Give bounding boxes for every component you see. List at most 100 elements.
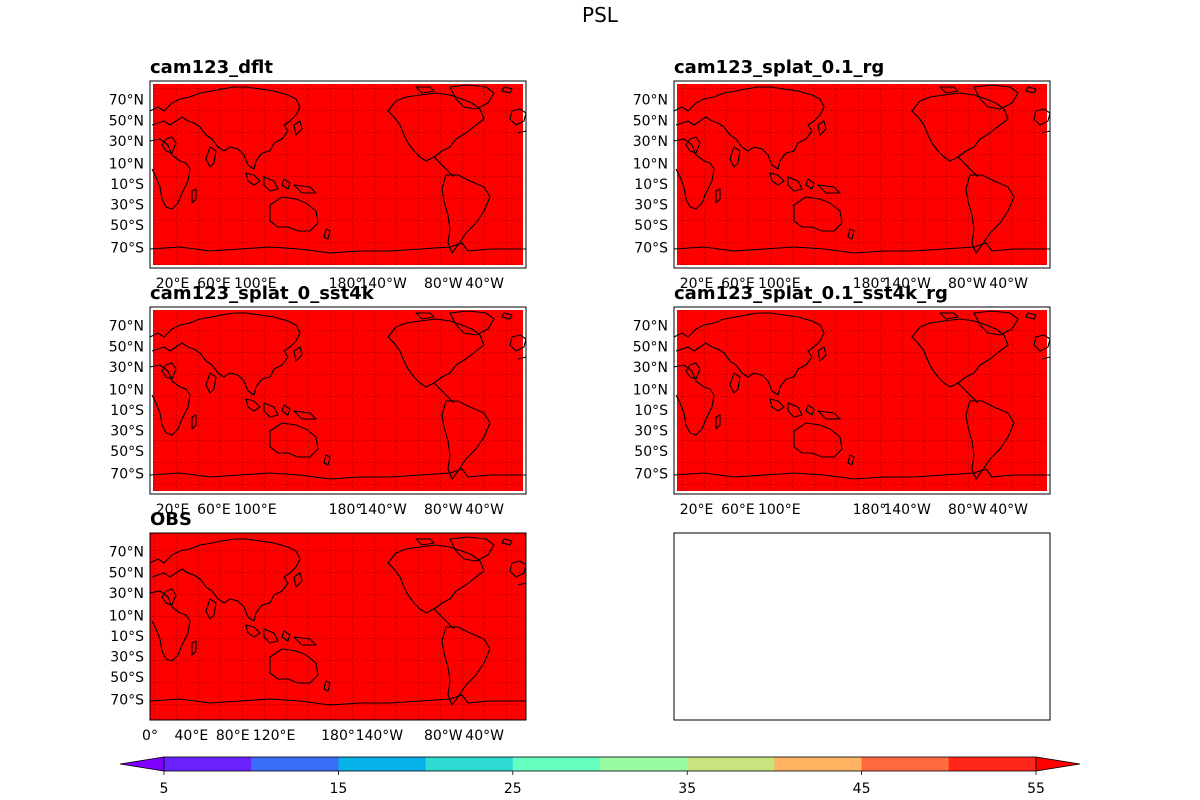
colorbar-segment — [600, 757, 688, 771]
lon-tick-label: 100°E — [758, 502, 801, 518]
colorbar-tick-label: 35 — [678, 781, 696, 797]
map-panel-1: cam123_dflt 70°N 50°N 30°N 10°N 10°S 30°S 50°S 7… — [109, 57, 527, 292]
colorbar-over-extend — [1035, 756, 1081, 772]
colorbar-segment — [338, 757, 427, 771]
lon-tick-label: 80°W — [948, 276, 987, 292]
lon-tick-label: 100°E — [758, 276, 801, 292]
lat-tick-label: 50°N — [109, 565, 144, 581]
lon-tick-label: 180° — [329, 276, 363, 292]
lat-tick-label: 10°N — [109, 382, 144, 398]
lon-tick-label: 40°W — [989, 276, 1028, 292]
lat-tick-label: 50°S — [110, 444, 144, 460]
axes-frame — [673, 306, 1051, 495]
lat-tick-label: 70°S — [110, 466, 144, 482]
colorbar-under-extend — [119, 756, 165, 772]
panel-title: cam123_splat_0_sst4k — [150, 283, 375, 304]
gridlines — [153, 84, 523, 265]
colorbar-segment — [861, 757, 950, 771]
lat-tick-label: 70°S — [110, 692, 144, 708]
panel-title: OBS — [150, 509, 192, 530]
lon-tick-label: 20°E — [680, 276, 714, 292]
lat-tick-label: 10°S — [110, 629, 144, 645]
gridlines — [677, 84, 1047, 265]
lat-tick-label: 30°N — [109, 134, 144, 150]
lat-tick-label: 50°N — [109, 339, 144, 355]
colorbar-segment — [687, 757, 775, 771]
lon-tick-label: 120°E — [253, 728, 296, 744]
lat-tick-label: 70°N — [633, 93, 668, 109]
colorbar-segment — [774, 757, 863, 771]
lon-tick-label: 180° — [853, 502, 887, 518]
lat-tick-label: 50°S — [110, 670, 144, 686]
lon-tick-label: 80°W — [424, 502, 463, 518]
panel-title: cam123_dflt — [150, 57, 273, 78]
colorbar-tick-label: 25 — [504, 781, 522, 797]
colorbar-segment — [425, 757, 514, 771]
lat-tick-label: 10°S — [634, 177, 668, 193]
map-panel-2: cam123_splat_0.1_rg 70°N 50°N 30°N 10°N 10°S 3… — [633, 57, 1051, 292]
lat-tick-label: 10°S — [634, 403, 668, 419]
lat-tick-label: 70°N — [109, 93, 144, 109]
lat-tick-label: 30°S — [634, 197, 668, 213]
lat-tick-label: 30°N — [633, 360, 668, 376]
colorbar: 5 15 25 35 45 55 — [119, 756, 1081, 797]
lon-tick-label: 60°E — [721, 276, 755, 292]
lat-tick-label: 70°S — [110, 240, 144, 256]
lon-tick-label: 20°E — [156, 502, 190, 518]
lon-tick-label: 20°E — [156, 276, 190, 292]
lat-tick-label: 30°S — [110, 197, 144, 213]
lon-tick-label: 20°E — [680, 502, 714, 518]
lon-tick-label: 0° — [142, 728, 158, 744]
colorbar-segment — [512, 757, 601, 771]
lat-tick-label: 10°N — [633, 382, 668, 398]
map-panel-3: cam123_splat_0_sst4k 70°N 50°N 30°N 10°N 10°S… — [109, 283, 527, 518]
lat-tick-label: 10°N — [633, 156, 668, 172]
lat-tick-label: 50°N — [633, 113, 668, 129]
lon-tick-label: 140°W — [359, 502, 407, 518]
lat-tick-label: 30°N — [109, 586, 144, 602]
lon-tick-label: 40°W — [989, 502, 1028, 518]
lat-tick-label: 50°S — [634, 444, 668, 460]
gridlines — [153, 310, 523, 491]
lon-tick-label: 140°W — [883, 502, 931, 518]
lon-tick-label: 80°W — [424, 276, 463, 292]
axes-frame — [149, 306, 527, 495]
lon-tick-label: 40°W — [465, 276, 504, 292]
colorbar-tick-label: 45 — [853, 781, 871, 797]
colorbar-segment — [164, 757, 252, 771]
lat-tick-label: 50°S — [110, 218, 144, 234]
lat-tick-label: 70°N — [633, 319, 668, 335]
lat-tick-label: 70°N — [109, 319, 144, 335]
lon-tick-label: 140°W — [356, 728, 404, 744]
lat-tick-label: 10°S — [110, 177, 144, 193]
colorbar-frame — [163, 756, 1037, 772]
lat-tick-label: 30°S — [110, 649, 144, 665]
map-panel-4: cam123_splat_0.1_sst4k_rg 70°N 50°N 30°N 10°… — [633, 283, 1051, 518]
lat-tick-label: 30°N — [109, 360, 144, 376]
lon-tick-label: 140°W — [883, 276, 931, 292]
lon-tick-label: 40°E — [175, 728, 209, 744]
colorbar-segment — [948, 757, 1037, 771]
axes-frame — [149, 80, 527, 269]
lat-tick-label: 10°S — [110, 403, 144, 419]
colorbar-segment — [251, 757, 339, 771]
panel-title: cam123_splat_0.1_rg — [674, 57, 884, 78]
lat-tick-label: 70°N — [109, 545, 144, 561]
lon-tick-label: 180° — [853, 276, 887, 292]
lon-tick-label: 80°E — [216, 728, 250, 744]
lon-tick-label: 80°W — [424, 728, 463, 744]
axes-frame — [149, 532, 527, 721]
lat-tick-label: 50°N — [633, 339, 668, 355]
lat-tick-label: 50°N — [109, 113, 144, 129]
lat-tick-label: 70°S — [634, 466, 668, 482]
lat-tick-label: 10°N — [109, 156, 144, 172]
colorbar-tick-label: 5 — [160, 781, 169, 797]
lon-tick-label: 180° — [321, 728, 355, 744]
gridlines — [677, 310, 1047, 491]
figure-title: PSL — [582, 3, 619, 27]
lon-tick-label: 140°W — [359, 276, 407, 292]
lon-tick-label: 80°W — [948, 502, 987, 518]
lon-tick-label: 40°W — [465, 728, 504, 744]
lon-tick-label: 60°E — [197, 276, 231, 292]
